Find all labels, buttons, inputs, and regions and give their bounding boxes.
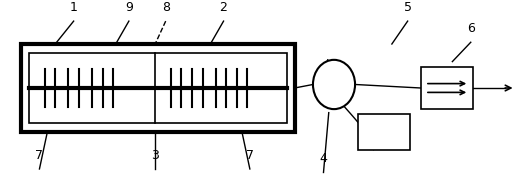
Text: 1: 1 <box>70 1 77 14</box>
Text: 4: 4 <box>320 152 327 165</box>
Text: 6: 6 <box>467 22 474 35</box>
Text: 2: 2 <box>220 1 227 14</box>
Text: 9: 9 <box>125 1 133 14</box>
Text: 7: 7 <box>35 149 44 162</box>
Text: 3: 3 <box>151 149 159 162</box>
Ellipse shape <box>313 60 355 109</box>
Text: 5: 5 <box>403 1 412 14</box>
Bar <box>358 114 410 150</box>
Text: 7: 7 <box>246 149 254 162</box>
Bar <box>29 53 287 123</box>
Bar <box>21 44 295 132</box>
Text: 8: 8 <box>161 1 170 14</box>
Bar <box>421 67 473 109</box>
